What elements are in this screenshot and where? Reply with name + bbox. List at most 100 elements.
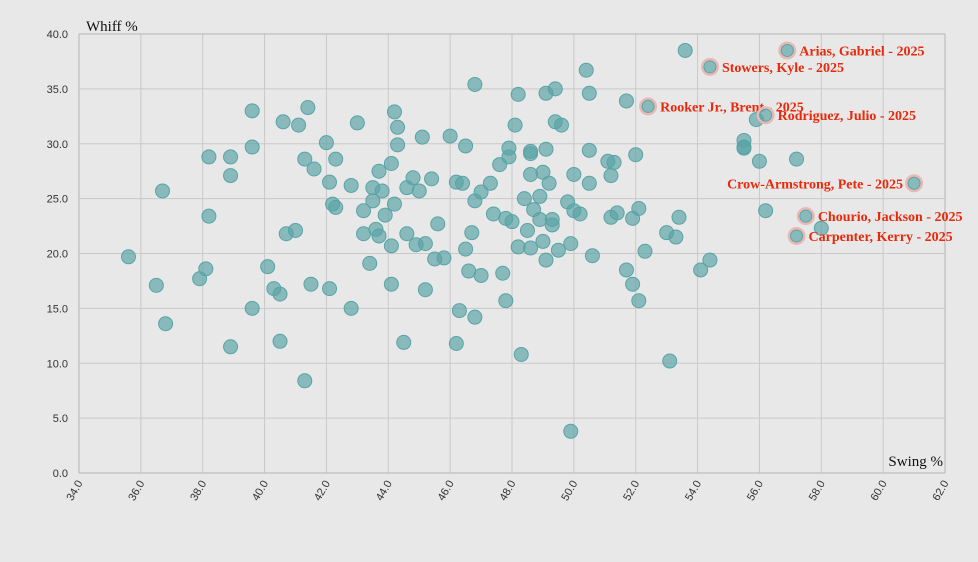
data-point	[473, 267, 489, 283]
data-point	[383, 276, 399, 292]
x-tick-label: 42.0	[312, 479, 333, 504]
data-point	[813, 220, 829, 236]
data-point	[297, 151, 313, 167]
data-point	[448, 335, 464, 351]
x-tick-label: 58.0	[807, 479, 828, 504]
data-point	[538, 141, 554, 157]
data-point	[637, 243, 653, 259]
data-point	[572, 206, 588, 222]
y-tick-label: 5.0	[53, 413, 68, 425]
data-point	[244, 300, 260, 316]
x-axis-title: Swing %	[888, 454, 943, 470]
data-point	[603, 168, 619, 184]
data-point	[386, 104, 402, 120]
data-point	[538, 252, 554, 268]
data-point	[365, 193, 381, 209]
data-point	[148, 277, 164, 293]
data-point	[328, 199, 344, 215]
data-point	[399, 226, 415, 242]
data-point	[371, 163, 387, 179]
data-point	[618, 262, 634, 278]
data-point	[349, 115, 365, 131]
data-point	[523, 143, 539, 159]
data-point	[377, 207, 393, 223]
data-point	[702, 252, 718, 268]
highlight-ring	[905, 174, 924, 193]
data-point	[272, 286, 288, 302]
highlight-label: Crow-Armstrong, Pete - 2025	[727, 177, 903, 192]
data-point	[563, 423, 579, 439]
data-point	[223, 339, 239, 355]
data-point	[288, 222, 303, 238]
data-point	[547, 81, 563, 97]
data-point	[343, 300, 359, 316]
x-tick-label: 48.0	[497, 479, 518, 504]
data-point	[374, 183, 390, 199]
highlight-ring	[639, 97, 658, 116]
highlight-ring	[700, 57, 719, 76]
data-point	[519, 222, 535, 238]
data-point	[523, 240, 539, 256]
data-point	[362, 255, 378, 271]
data-point	[544, 217, 560, 233]
data-point	[390, 119, 406, 135]
highlight-ring	[778, 41, 797, 60]
highlight-label: Arias, Gabriel - 2025	[799, 44, 924, 59]
data-point	[458, 241, 474, 257]
y-tick-label: 20.0	[47, 249, 68, 261]
y-tick-label: 40.0	[47, 29, 68, 41]
data-point	[303, 276, 319, 292]
data-point	[581, 142, 597, 158]
data-point	[495, 265, 511, 281]
data-point	[455, 175, 471, 191]
data-point	[618, 93, 634, 109]
data-point	[671, 209, 687, 225]
x-tick-label: 52.0	[621, 479, 642, 504]
data-point	[677, 42, 693, 58]
data-point	[442, 128, 458, 144]
data-point	[244, 139, 260, 155]
x-tick-label: 50.0	[559, 479, 580, 504]
data-point	[513, 346, 529, 362]
data-point	[356, 203, 372, 219]
highlight-ring	[787, 226, 806, 245]
data-point	[631, 293, 647, 309]
data-point	[417, 282, 433, 298]
data-point	[628, 147, 644, 163]
data-point	[417, 236, 433, 252]
data-point	[532, 188, 548, 204]
data-point	[523, 166, 539, 182]
data-point	[584, 248, 600, 264]
data-point	[223, 149, 239, 165]
y-axis-title: Whiff %	[86, 19, 138, 35]
data-point	[318, 135, 334, 151]
data-point	[507, 117, 523, 133]
highlight-ring	[756, 106, 775, 125]
data-point	[458, 138, 474, 154]
y-tick-label: 15.0	[47, 303, 68, 315]
data-point	[424, 171, 440, 187]
data-point	[386, 196, 402, 212]
data-point	[467, 309, 483, 325]
highlight-label: Carpenter, Kerry - 2025	[809, 230, 953, 245]
x-tick-label: 44.0	[374, 479, 395, 504]
highlighted-point	[780, 43, 794, 57]
data-point	[693, 262, 709, 278]
grid-lines	[78, 33, 946, 474]
data-point	[553, 117, 569, 133]
y-tick-label: 10.0	[47, 358, 68, 370]
y-tick-label: 25.0	[47, 194, 68, 206]
x-tick-label: 36.0	[126, 479, 147, 504]
data-point	[260, 259, 276, 275]
data-point	[291, 117, 307, 133]
x-tick-label: 60.0	[869, 479, 890, 504]
data-point	[383, 238, 399, 254]
highlighted-point	[907, 176, 921, 190]
y-tick-label: 35.0	[47, 84, 68, 96]
data-point	[322, 281, 338, 297]
data-point	[501, 149, 517, 165]
x-tick-label: 62.0	[930, 479, 951, 504]
data-point	[758, 203, 774, 219]
x-tick-label: 40.0	[250, 479, 271, 504]
data-point	[272, 333, 288, 349]
